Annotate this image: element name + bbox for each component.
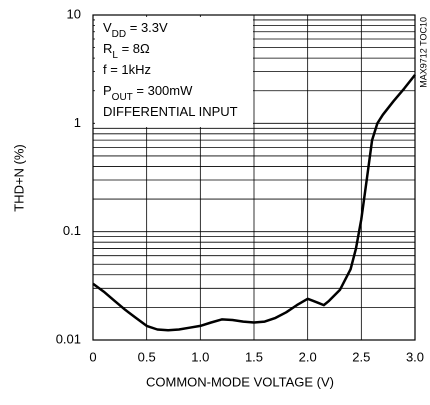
x-tick-label: 0	[89, 349, 96, 364]
annotation-part: DIFFERENTIAL INPUT	[103, 104, 238, 119]
annotation-part: f = 1kHz	[103, 62, 151, 77]
annotation-box	[95, 17, 253, 127]
y-axis-title: THD+N (%)	[11, 144, 26, 212]
annotation-subscript: L	[112, 50, 118, 61]
x-tick-label: 3.0	[406, 349, 424, 364]
annotation: RL = 8Ω	[103, 41, 150, 61]
annotation: DIFFERENTIAL INPUT	[103, 104, 238, 119]
side-label: MAX9712 TOC10	[418, 17, 428, 88]
x-tick-label: 2.5	[352, 349, 370, 364]
y-tick-label: 0.1	[63, 223, 81, 238]
x-tick-label: 1.0	[191, 349, 209, 364]
y-tick-label: 10	[67, 6, 81, 21]
annotation-subscript: OUT	[112, 92, 133, 103]
x-axis-title: COMMON-MODE VOLTAGE (V)	[146, 374, 334, 389]
annotation: POUT = 300mW	[103, 83, 193, 103]
y-tick-label: 0.01	[56, 331, 81, 346]
x-tick-label: 2.0	[299, 349, 317, 364]
annotation-part: = 3.3V	[126, 20, 168, 35]
y-tick-label: 1	[74, 115, 81, 130]
annotation: f = 1kHz	[103, 62, 151, 77]
annotation-part: V	[103, 20, 112, 35]
annotation-part: R	[103, 41, 112, 56]
x-tick-label: 0.5	[138, 349, 156, 364]
x-tick-label: 1.5	[245, 349, 263, 364]
plot-frame	[92, 14, 416, 341]
annotation-subscript: DD	[112, 29, 126, 40]
annotation: VDD = 3.3V	[103, 20, 168, 40]
annotation-part: P	[103, 83, 112, 98]
annotation-part: = 8Ω	[118, 41, 150, 56]
annotation-part: = 300mW	[133, 83, 193, 98]
data-line	[92, 74, 416, 332]
